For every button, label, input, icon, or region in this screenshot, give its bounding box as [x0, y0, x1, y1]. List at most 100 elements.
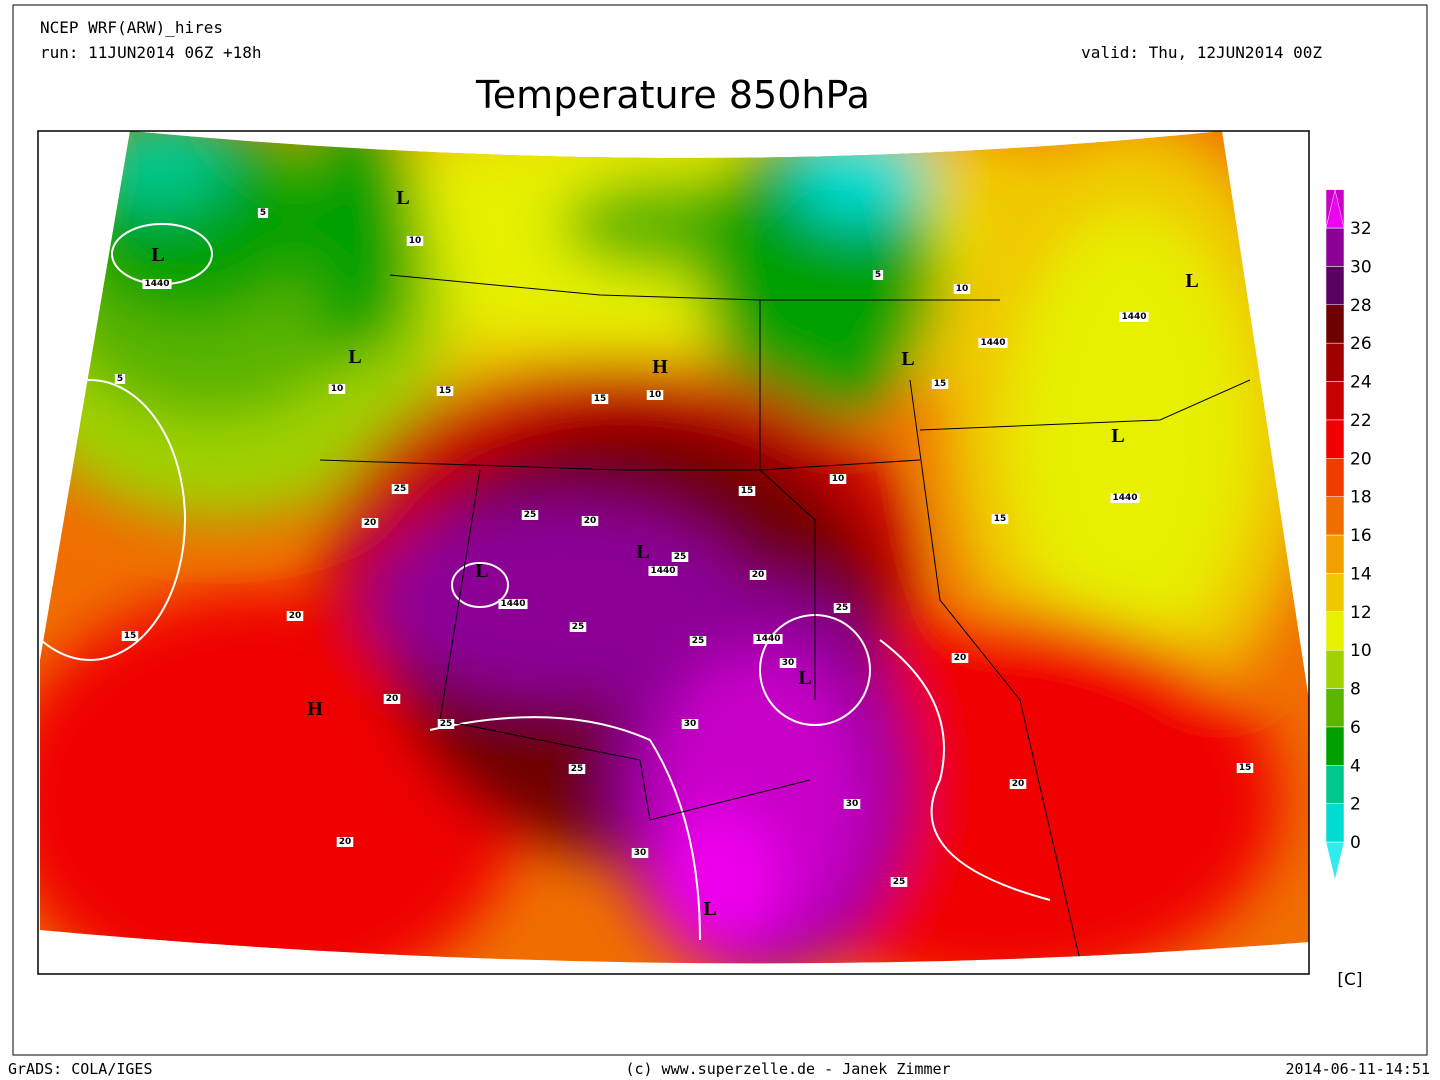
label-box	[738, 486, 756, 496]
label-box	[648, 566, 678, 576]
colorbar-band	[1325, 611, 1345, 651]
colorbar-band	[1325, 534, 1345, 574]
contour-label: 1440	[650, 566, 675, 576]
contour-label: 20	[1012, 779, 1025, 789]
colorbar-label: 16	[1350, 526, 1372, 546]
label-box	[833, 603, 851, 613]
contour-label: 10	[409, 236, 422, 246]
label-box	[1009, 779, 1027, 789]
contour-label: 15	[124, 631, 137, 641]
label-box	[257, 208, 269, 218]
footer-center: (c) www.superzelle.de - Janek Zimmer	[625, 1060, 950, 1078]
label-box	[114, 374, 126, 384]
contour-label: 1440	[500, 599, 525, 609]
contour-label: 1440	[755, 634, 780, 644]
label-box	[121, 631, 139, 641]
label-box	[568, 764, 586, 774]
label-box	[872, 270, 884, 280]
contour-label: 20	[954, 653, 967, 663]
pressure-center: L	[901, 348, 914, 370]
pressure-center: H	[652, 356, 668, 378]
colorbar-end	[1325, 841, 1345, 881]
label-box	[361, 518, 379, 528]
colorbar-band	[1325, 496, 1345, 536]
colorbar-label: 4	[1350, 756, 1361, 776]
contour-label: 30	[634, 848, 647, 858]
contour-label: 30	[846, 799, 859, 809]
colorbar-end	[1325, 189, 1345, 229]
colorbar-band	[1325, 649, 1345, 689]
label-box	[749, 570, 767, 580]
label-box	[681, 719, 699, 729]
contour-label: 15	[594, 394, 607, 404]
label-box	[1110, 493, 1140, 503]
label-box	[890, 877, 908, 887]
colorbar-label: 32	[1350, 219, 1372, 239]
contour-label: 1440	[1121, 312, 1146, 322]
contour-label: 10	[649, 390, 662, 400]
contour-label: 25	[692, 636, 705, 646]
label-box	[1119, 312, 1149, 322]
contour-label: 20	[584, 516, 597, 526]
pressure-center: L	[703, 898, 716, 920]
pressure-center: L	[396, 187, 409, 209]
contour-label: 25	[893, 877, 906, 887]
footer-left: GrADS: COLA/IGES	[8, 1060, 153, 1078]
label-box	[336, 837, 354, 847]
colorbar-label: 14	[1350, 564, 1372, 584]
label-box	[581, 516, 599, 526]
contour-label: 25	[440, 719, 453, 729]
label-box	[931, 379, 949, 389]
contour-label: 25	[394, 484, 407, 494]
pressure-center: L	[348, 346, 361, 368]
colorbar-label: 8	[1350, 680, 1361, 700]
label-box	[829, 474, 847, 484]
valid-info: valid: Thu, 12JUN2014 00Z	[1081, 43, 1322, 62]
contour-label: 15	[741, 486, 754, 496]
borders	[319, 274, 1251, 961]
contour-label: 20	[364, 518, 377, 528]
contour-label: 25	[571, 764, 584, 774]
label-box	[843, 799, 861, 809]
colorbar-label: 20	[1350, 449, 1372, 469]
colorbar-label: 10	[1350, 641, 1372, 661]
contour-label: 1440	[144, 279, 169, 289]
pressure-center: L	[636, 541, 649, 563]
colorbar-band	[1325, 304, 1345, 344]
contour-label: 20	[386, 694, 399, 704]
footer-right: 2014-06-11-14:51	[1286, 1060, 1431, 1078]
contour-label: 1440	[980, 338, 1005, 348]
label-box	[437, 719, 455, 729]
contour-label: 10	[956, 284, 969, 294]
field-blobs	[40, 131, 1309, 964]
colorbar-label: 28	[1350, 296, 1372, 316]
contour-label: 30	[782, 658, 795, 668]
colorbar-label: 26	[1350, 334, 1372, 354]
pressure-center: L	[798, 667, 811, 689]
label-box	[436, 386, 454, 396]
colorbar-band	[1325, 688, 1345, 728]
contour-label: 25	[836, 603, 849, 613]
contour-label: 5	[260, 208, 266, 218]
contour-label: 15	[1239, 763, 1252, 773]
contour-label: 25	[674, 552, 687, 562]
label-box	[1236, 763, 1254, 773]
colorbar-label: 18	[1350, 488, 1372, 508]
contour-label: 15	[934, 379, 947, 389]
contour-label: 10	[331, 384, 344, 394]
label-box	[591, 394, 609, 404]
colorbar-label: 0	[1350, 833, 1361, 853]
colorbar-band	[1325, 381, 1345, 421]
label-box	[779, 658, 797, 668]
contour-label: 5	[875, 270, 881, 280]
label-box	[569, 622, 587, 632]
colorbar-label: 6	[1350, 718, 1361, 738]
colorbar-band	[1325, 803, 1345, 843]
label-box	[671, 552, 689, 562]
contour-label: 1440	[1112, 493, 1137, 503]
label-box	[328, 384, 346, 394]
pressure-center: L	[1185, 270, 1198, 292]
